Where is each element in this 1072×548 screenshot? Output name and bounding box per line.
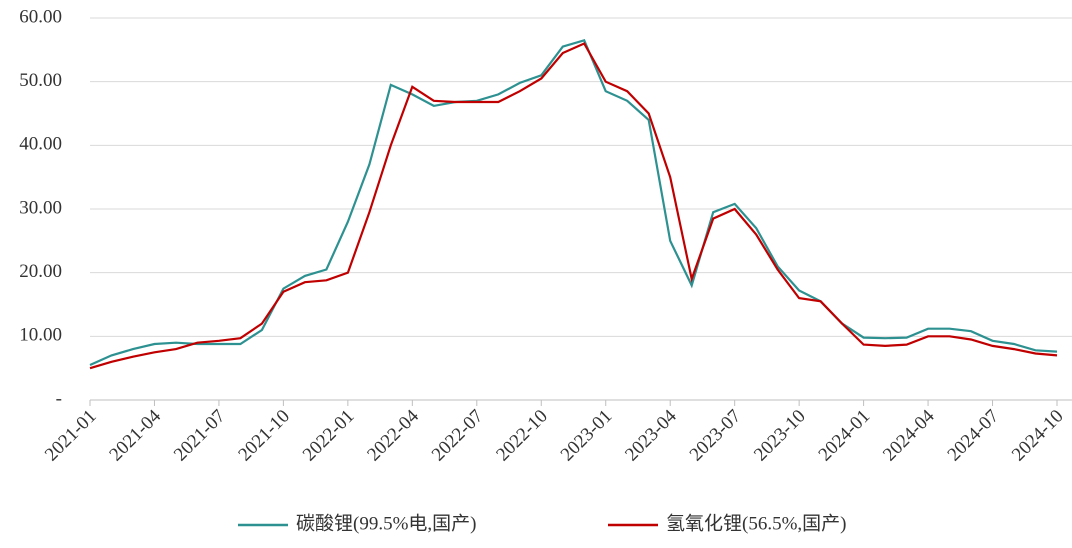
legend-label: 碳酸锂(99.5%电,国产) [296,512,476,534]
x-tick-label: 2021-10 [234,406,294,466]
y-tick-label: 60.00 [19,6,62,27]
x-tick-label: 2023-01 [557,406,617,466]
y-tick-label: 40.00 [19,134,62,155]
x-tick-label: 2023-07 [686,406,746,466]
series-line [89,38,1058,367]
x-tick-label: 2021-04 [105,405,165,465]
y-tick-label: 50.00 [19,70,62,91]
x-tick-label: 2023-10 [750,406,810,466]
x-tick-label: 2022-04 [363,405,423,465]
x-tick-label: 2024-10 [1008,406,1068,466]
x-tick-label: 2024-07 [944,406,1004,466]
x-tick-label: 2023-04 [621,405,681,465]
y-tick-label: - [56,388,62,409]
x-tick-label: 2021-07 [170,406,230,466]
x-tick-label: 2024-04 [879,405,939,465]
x-tick-label: 2022-07 [428,406,488,466]
x-tick-label: 2022-01 [299,406,359,466]
legend-label: 氢氧化锂(56.5%,国产) [666,512,846,534]
y-tick-label: 30.00 [19,197,62,218]
y-tick-label: 20.00 [19,261,62,282]
x-tick-label: 2021-01 [41,406,101,466]
series-line [89,42,1058,370]
x-tick-label: 2024-01 [815,406,875,466]
x-tick-label: 2022-10 [492,406,552,466]
y-tick-label: 10.00 [19,325,62,346]
